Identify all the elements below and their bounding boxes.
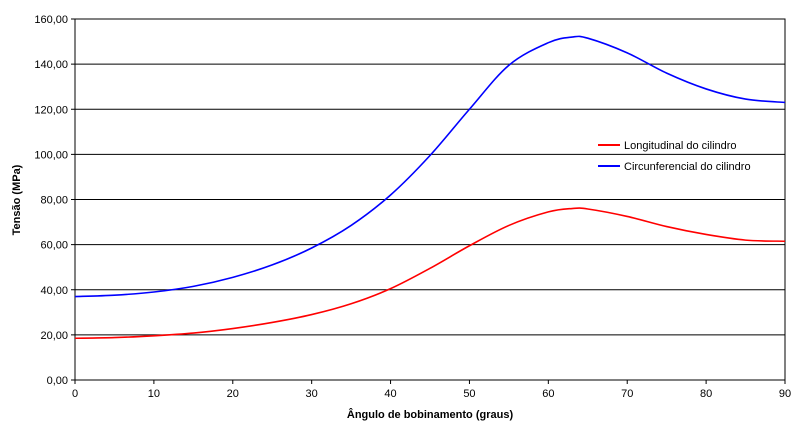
y-tick-label: 120,00 [34, 104, 68, 116]
y-tick-label: 140,00 [34, 59, 68, 71]
y-tick-label: 160,00 [34, 14, 68, 26]
y-tick-label: 60,00 [40, 240, 68, 252]
x-tick-label: 30 [306, 388, 318, 400]
y-axis-ticks: 0,00 20,00 40,00 60,00 80,00 100,00 120,00 140,… [34, 14, 75, 387]
y-tick-label: 100,00 [34, 149, 68, 161]
x-tick-label: 10 [148, 388, 160, 400]
legend: Longitudinal do cilindro Circunferencial… [598, 140, 751, 173]
x-tick-label: 60 [542, 388, 554, 400]
x-tick-label: 0 [72, 388, 78, 400]
legend-label-circunferencial: Circunferencial do cilindro [624, 161, 751, 173]
x-tick-label: 20 [227, 388, 239, 400]
x-tick-label: 40 [384, 388, 396, 400]
y-tick-label: 80,00 [40, 195, 68, 207]
x-tick-label: 50 [463, 388, 475, 400]
y-axis-title: Tensão (MPa) [11, 164, 23, 235]
y-tick-label: 40,00 [40, 285, 68, 297]
x-tick-label: 90 [779, 388, 791, 400]
x-tick-label: 80 [700, 388, 712, 400]
y-tick-label: 20,00 [40, 330, 68, 342]
x-tick-label: 70 [621, 388, 633, 400]
gridlines [75, 18, 785, 381]
x-axis-title: Ângulo de bobinamento (graus) [347, 408, 514, 421]
series-line-longitudinal [74, 207, 786, 340]
y-tick-label: 0,00 [47, 375, 68, 387]
series-line-circunferencial [74, 35, 786, 298]
series-lines [74, 35, 786, 340]
legend-label-longitudinal: Longitudinal do cilindro [624, 140, 737, 152]
x-axis-ticks: 0 10 20 30 40 50 60 70 80 90 [72, 380, 791, 400]
